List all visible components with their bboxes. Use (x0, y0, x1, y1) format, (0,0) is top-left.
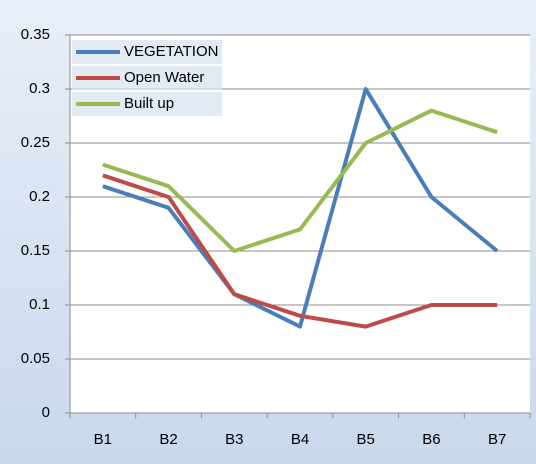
y-tick-label: 0.15 (21, 242, 50, 259)
x-tick-label: B5 (357, 431, 375, 448)
x-tick-label: B3 (225, 431, 243, 448)
y-tick-label: 0.1 (29, 296, 50, 313)
legend-label: Open Water (124, 69, 204, 86)
y-tick-label: 0.3 (29, 80, 50, 97)
legend-label: Built up (124, 95, 174, 112)
y-tick-label: 0 (42, 404, 50, 421)
series-line (102, 108, 498, 253)
y-tick-label: 0.05 (21, 350, 50, 367)
series-line (102, 87, 499, 329)
x-tick-label: B1 (94, 431, 112, 448)
legend-label: VEGETATION (124, 43, 218, 60)
x-tick-label: B7 (488, 431, 506, 448)
y-tick-label: 0.35 (21, 26, 50, 43)
y-tick-label: 0.2 (29, 188, 50, 205)
x-tick-label: B4 (291, 431, 309, 448)
series-line (102, 173, 498, 329)
y-tick-label: 0.25 (21, 134, 50, 151)
x-tick-label: B6 (422, 431, 440, 448)
plot-area (70, 35, 530, 413)
x-tick-label: B2 (159, 431, 177, 448)
